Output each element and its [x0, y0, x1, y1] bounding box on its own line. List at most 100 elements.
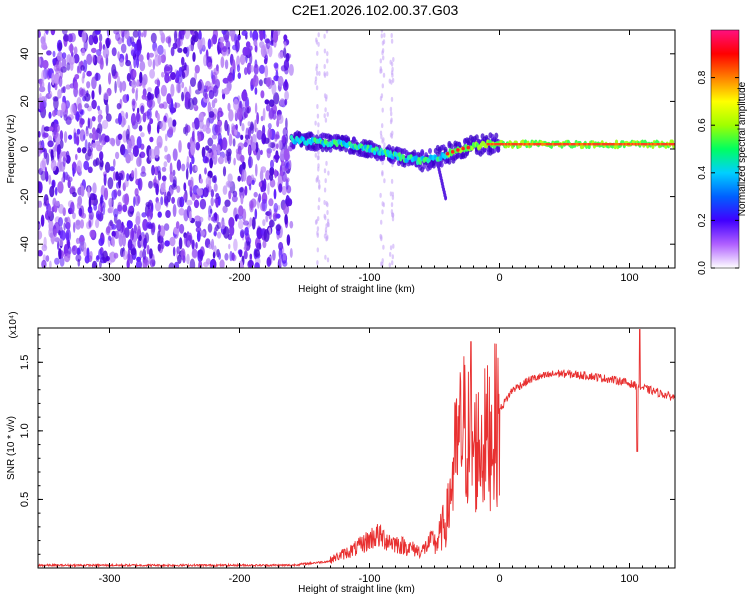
- noise-blob: [71, 245, 78, 256]
- signal-peak: [673, 143, 675, 146]
- noise-blob: [146, 244, 150, 255]
- noise-blob: [73, 53, 80, 64]
- noise-blob: [97, 115, 102, 124]
- noise-blob: [93, 203, 98, 211]
- noise-blob: [173, 261, 180, 268]
- noise-blob: [98, 237, 104, 247]
- noise-blob: [240, 230, 245, 239]
- noise-blob: [66, 174, 70, 181]
- noise-streak: [380, 219, 383, 225]
- noise-blob: [84, 93, 91, 102]
- noise-blob: [150, 32, 157, 44]
- noise-blob: [118, 112, 122, 125]
- noise-blob: [97, 109, 103, 115]
- noise-blob: [38, 223, 41, 229]
- signal-peak: [536, 143, 539, 146]
- noise-blob: [265, 77, 271, 88]
- noise-blob: [196, 230, 201, 242]
- noise-blob: [91, 99, 97, 110]
- noise-blob: [81, 212, 87, 219]
- signal-peak: [522, 143, 525, 146]
- noise-blob: [254, 208, 258, 220]
- noise-blob: [176, 74, 183, 84]
- noise-blob: [166, 153, 171, 163]
- noise-blob: [275, 224, 281, 232]
- noise-blob: [103, 187, 109, 201]
- noise-blob: [181, 163, 186, 172]
- noise-blob: [62, 86, 66, 94]
- noise-blob: [189, 258, 196, 268]
- noise-blob: [113, 158, 116, 168]
- noise-blob: [250, 123, 255, 135]
- noise-blob: [88, 210, 94, 220]
- noise-blob: [98, 84, 102, 96]
- noise-blob: [172, 246, 176, 257]
- noise-blob: [255, 141, 259, 153]
- signal-peak: [528, 143, 531, 146]
- noise-blob: [116, 103, 122, 110]
- noise-blob: [232, 138, 236, 147]
- noise-streak: [391, 212, 395, 218]
- noise-blob: [254, 87, 258, 95]
- signal-peak: [665, 143, 668, 146]
- noise-blob: [205, 176, 212, 187]
- noise-blob: [135, 114, 142, 125]
- noise-blob: [221, 137, 228, 151]
- noise-blob: [56, 51, 64, 62]
- noise-streak: [314, 152, 317, 158]
- noise-blob: [110, 138, 116, 147]
- noise-blob: [281, 160, 286, 167]
- noise-blob: [59, 257, 65, 267]
- heatmap-x-tick-label: -100: [358, 272, 380, 284]
- signal-peak: [580, 143, 583, 146]
- noise-blob: [54, 257, 60, 265]
- noise-blob: [262, 219, 266, 227]
- noise-blob: [213, 85, 219, 97]
- noise-blob: [67, 33, 73, 43]
- signal-peak: [572, 143, 575, 146]
- noise-blob: [57, 89, 62, 99]
- noise-blob: [43, 126, 50, 132]
- noise-blob: [208, 89, 215, 100]
- noise-blob: [254, 119, 257, 133]
- noise-streak: [327, 222, 330, 228]
- noise-blob: [45, 255, 50, 262]
- noise-blob: [137, 36, 141, 46]
- noise-blob: [52, 146, 56, 152]
- noise-blob: [183, 182, 187, 192]
- noise-blob: [136, 156, 142, 167]
- noise-blob: [231, 195, 238, 203]
- signal-peak: [631, 143, 634, 146]
- signal-peak: [606, 143, 609, 146]
- noise-blob: [258, 193, 262, 203]
- signal-peak: [650, 143, 653, 146]
- noise-blob: [149, 69, 156, 79]
- noise-blob: [256, 112, 259, 125]
- noise-blob: [223, 226, 230, 239]
- noise-blob: [77, 258, 81, 267]
- noise-blob: [61, 101, 66, 112]
- signal-peak: [559, 143, 562, 146]
- noise-blob: [192, 52, 196, 62]
- noise-streak: [325, 223, 328, 229]
- noise-blob: [95, 140, 101, 146]
- noise-blob: [149, 259, 155, 268]
- noise-blob: [264, 65, 269, 78]
- noise-blob: [39, 92, 42, 101]
- noise-blob: [96, 49, 102, 56]
- noise-blob: [183, 193, 187, 201]
- noise-blob: [228, 109, 234, 122]
- noise-streak: [391, 130, 394, 136]
- noise-blob: [174, 102, 177, 110]
- noise-blob: [159, 225, 166, 238]
- noise-blob: [170, 46, 175, 57]
- signal-peak: [659, 143, 662, 146]
- noise-blob: [243, 250, 248, 260]
- noise-blob: [269, 166, 275, 176]
- noise-blob: [131, 170, 135, 178]
- noise-blob: [101, 140, 104, 148]
- noise-blob: [59, 230, 66, 241]
- noise-blob: [91, 90, 95, 100]
- noise-blob: [212, 251, 216, 259]
- noise-blob: [65, 116, 72, 125]
